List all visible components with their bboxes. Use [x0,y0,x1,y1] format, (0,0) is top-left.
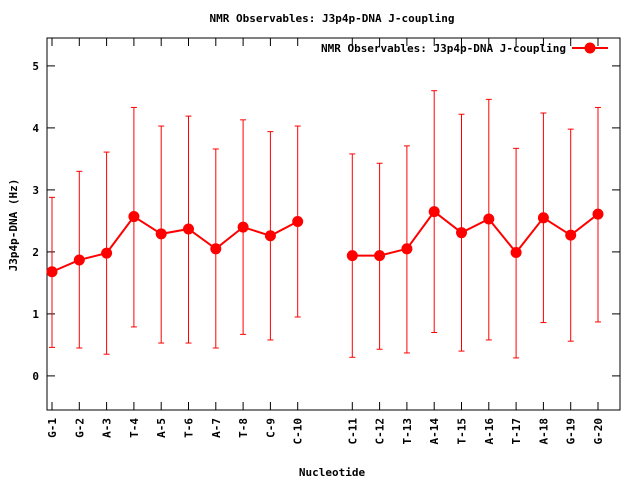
x-tick-label-G-2: G-2 [73,418,86,438]
x-tick-label-A-5: A-5 [155,418,168,438]
y-tick-label-1: 1 [32,308,39,321]
x-tick-label-C-11: C-11 [346,418,359,445]
data-point-T-4 [128,211,140,223]
x-tick-label-T-8: T-8 [237,418,250,438]
x-axis-label: Nucleotide [299,466,366,479]
x-tick-label-G-1: G-1 [46,418,59,438]
x-axis: G-1 G-2 A-3 T-4 A-5 T-6 A-7 T-8 C-9 C-10 C-11 C-12 T… [46,38,605,445]
data-point-C-10 [292,216,304,228]
x-tick-label-A-14: A-14 [428,418,441,445]
data-point-G-19 [565,229,577,241]
x-tick-label-C-12: C-12 [374,418,387,445]
x-tick-label-C-9: C-9 [264,418,277,438]
x-tick-label-G-20: G-20 [592,418,605,445]
y-tick-label-3: 3 [32,184,39,197]
x-tick-label-A-18: A-18 [537,418,550,445]
x-tick-label-T-17: T-17 [510,418,523,445]
data-point-A-18 [537,212,549,224]
x-tick-label-C-10: C-10 [292,418,305,445]
x-tick-label-G-19: G-19 [565,418,578,445]
x-tick-label-T-13: T-13 [401,418,414,445]
x-tick-label-A-16: A-16 [483,418,496,445]
data-point-A-7 [210,243,222,255]
data-point-C-12 [374,250,386,262]
y-tick-label-4: 4 [32,122,39,135]
x-tick-label-T-4: T-4 [128,418,141,438]
legend-label: NMR Observables: J3p4p-DNA J-coupling [321,42,566,55]
y-axis: 0 1 2 3 4 5 [32,60,620,383]
data-point-T-6 [183,223,194,235]
x-tick-label-T-6: T-6 [183,418,196,438]
data-point-A-14 [428,206,440,218]
data-point-A-5 [155,228,167,240]
data-point-G-20 [592,208,604,220]
data-point-C-9 [264,230,276,242]
series-group [46,90,604,359]
data-point-G-1 [46,266,58,278]
legend: NMR Observables: J3p4p-DNA J-coupling [321,42,608,55]
x-tick-label-T-15: T-15 [456,418,469,445]
series-line-segment-0 [51,215,299,273]
x-tick-label-A-7: A-7 [210,418,223,438]
series-line-segment-1 [352,210,599,257]
chart-title: NMR Observables: J3p4p-DNA J-coupling [209,12,454,25]
x-tick-label-A-3: A-3 [101,418,114,438]
y-tick-label-0: 0 [32,370,39,383]
data-point-G-2 [73,254,85,266]
data-point-T-8 [237,221,249,233]
data-point-C-11 [346,250,358,262]
y-tick-label-5: 5 [32,60,39,73]
data-point-A-16 [483,213,495,225]
y-axis-label: J3p4p-DNA (Hz) [7,179,20,272]
data-point-T-15 [456,227,467,239]
plot-frame [46,37,621,411]
legend-marker [584,42,596,54]
data-point-A-3 [101,247,113,259]
data-point-T-17 [510,247,522,259]
y-tick-label-2: 2 [32,246,39,259]
data-point-T-13 [401,243,413,255]
